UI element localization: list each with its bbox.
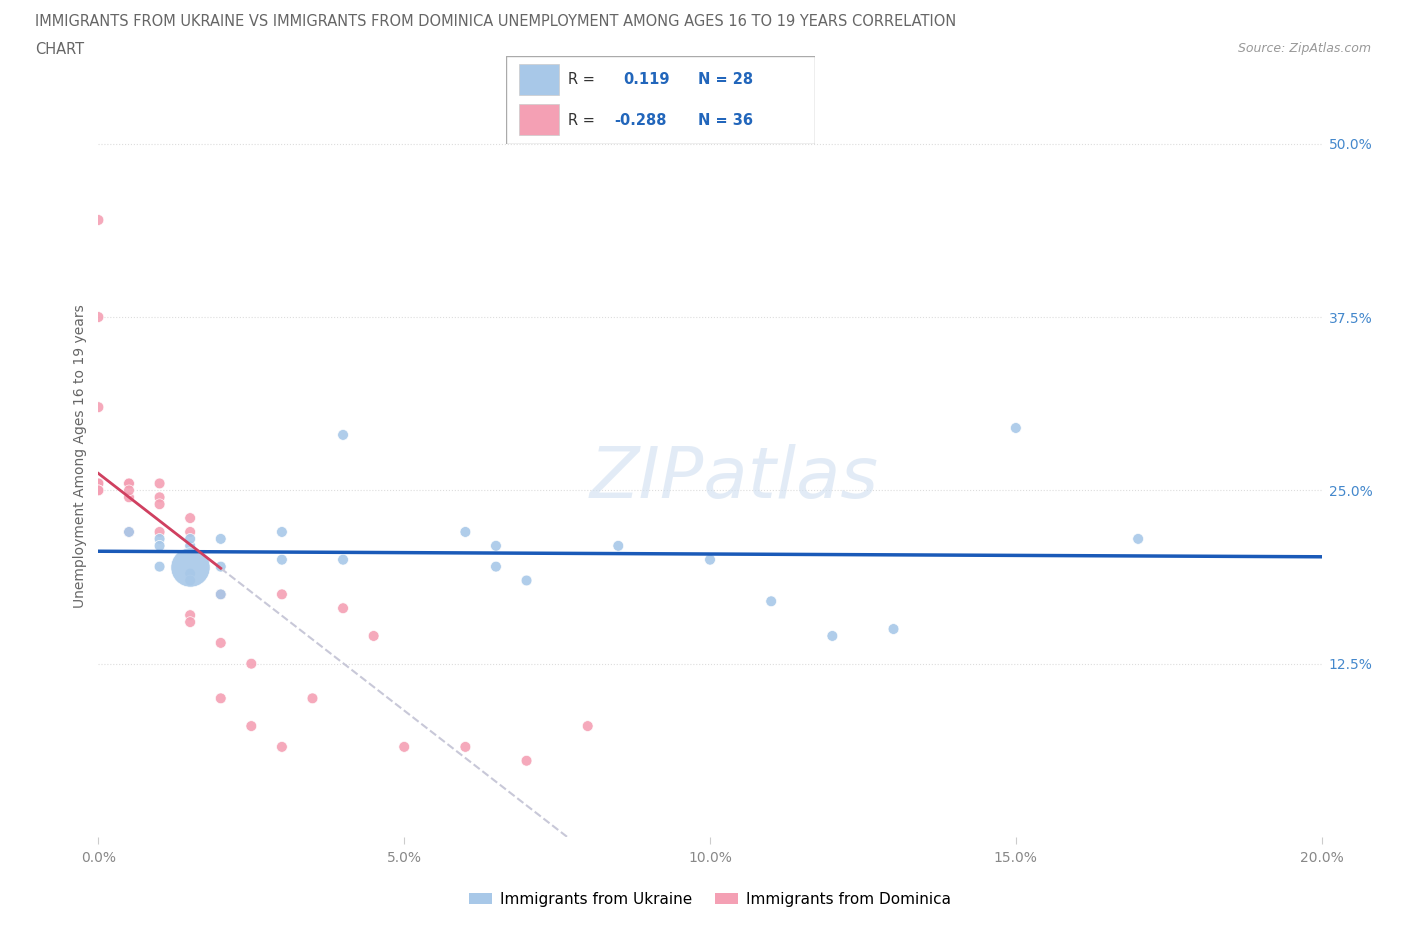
Point [1128,531,1150,546]
Point [87,310,110,325]
Text: R =: R = [568,113,595,127]
Point [149,497,172,512]
Point [363,629,385,644]
Point [149,559,172,574]
Point [87,483,110,498]
Y-axis label: Unemployment Among Ages 16 to 19 years: Unemployment Among Ages 16 to 19 years [73,304,87,607]
Point [118,476,141,491]
Point [332,552,354,567]
Point [179,511,201,525]
Bar [519,104,558,136]
Point [149,538,172,553]
Point [454,525,477,539]
Point [149,476,172,491]
Text: N = 28: N = 28 [697,73,754,87]
Point [516,753,538,768]
Point [209,587,232,602]
Point [118,490,141,505]
Point [209,587,232,602]
Point [1004,420,1026,435]
Point [821,629,844,644]
Point [759,594,782,609]
Text: CHART: CHART [35,42,84,57]
Point [87,476,110,491]
Point [87,476,110,491]
Point [179,615,201,630]
Text: ZIPatlas: ZIPatlas [591,445,879,513]
Point [87,400,110,415]
Point [209,691,232,706]
Point [179,531,201,546]
Point [209,531,232,546]
Point [209,587,232,602]
Point [332,428,354,443]
Point [270,525,292,539]
Point [179,538,201,553]
Point [485,559,508,574]
Point [240,719,263,734]
Text: IMMIGRANTS FROM UKRAINE VS IMMIGRANTS FROM DOMINICA UNEMPLOYMENT AMONG AGES 16 T: IMMIGRANTS FROM UKRAINE VS IMMIGRANTS FR… [35,14,956,29]
Point [485,538,508,553]
Point [118,525,141,539]
Text: N = 36: N = 36 [697,113,754,127]
Point [392,739,416,754]
Point [87,213,110,228]
Point [149,490,172,505]
Text: R =: R = [568,73,595,87]
Point [883,621,905,636]
Point [576,719,599,734]
Point [516,573,538,588]
Text: -0.288: -0.288 [614,113,666,127]
Point [270,739,292,754]
Point [179,559,201,574]
Text: 0.119: 0.119 [624,73,671,87]
Point [87,483,110,498]
Point [118,476,141,491]
Point [270,587,292,602]
Bar [519,64,558,95]
Point [270,552,292,567]
Point [209,635,232,650]
Point [118,483,141,498]
Text: Source: ZipAtlas.com: Source: ZipAtlas.com [1237,42,1371,55]
Point [209,559,232,574]
Point [179,525,201,539]
Legend: Immigrants from Ukraine, Immigrants from Dominica: Immigrants from Ukraine, Immigrants from… [464,886,956,913]
Point [179,607,201,622]
Point [699,552,721,567]
Point [179,566,201,581]
Point [301,691,323,706]
Point [332,601,354,616]
Point [118,525,141,539]
Point [149,531,172,546]
Point [240,657,263,671]
Point [149,525,172,539]
Point [454,739,477,754]
FancyBboxPatch shape [506,56,815,144]
Point [607,538,630,553]
Point [179,573,201,588]
